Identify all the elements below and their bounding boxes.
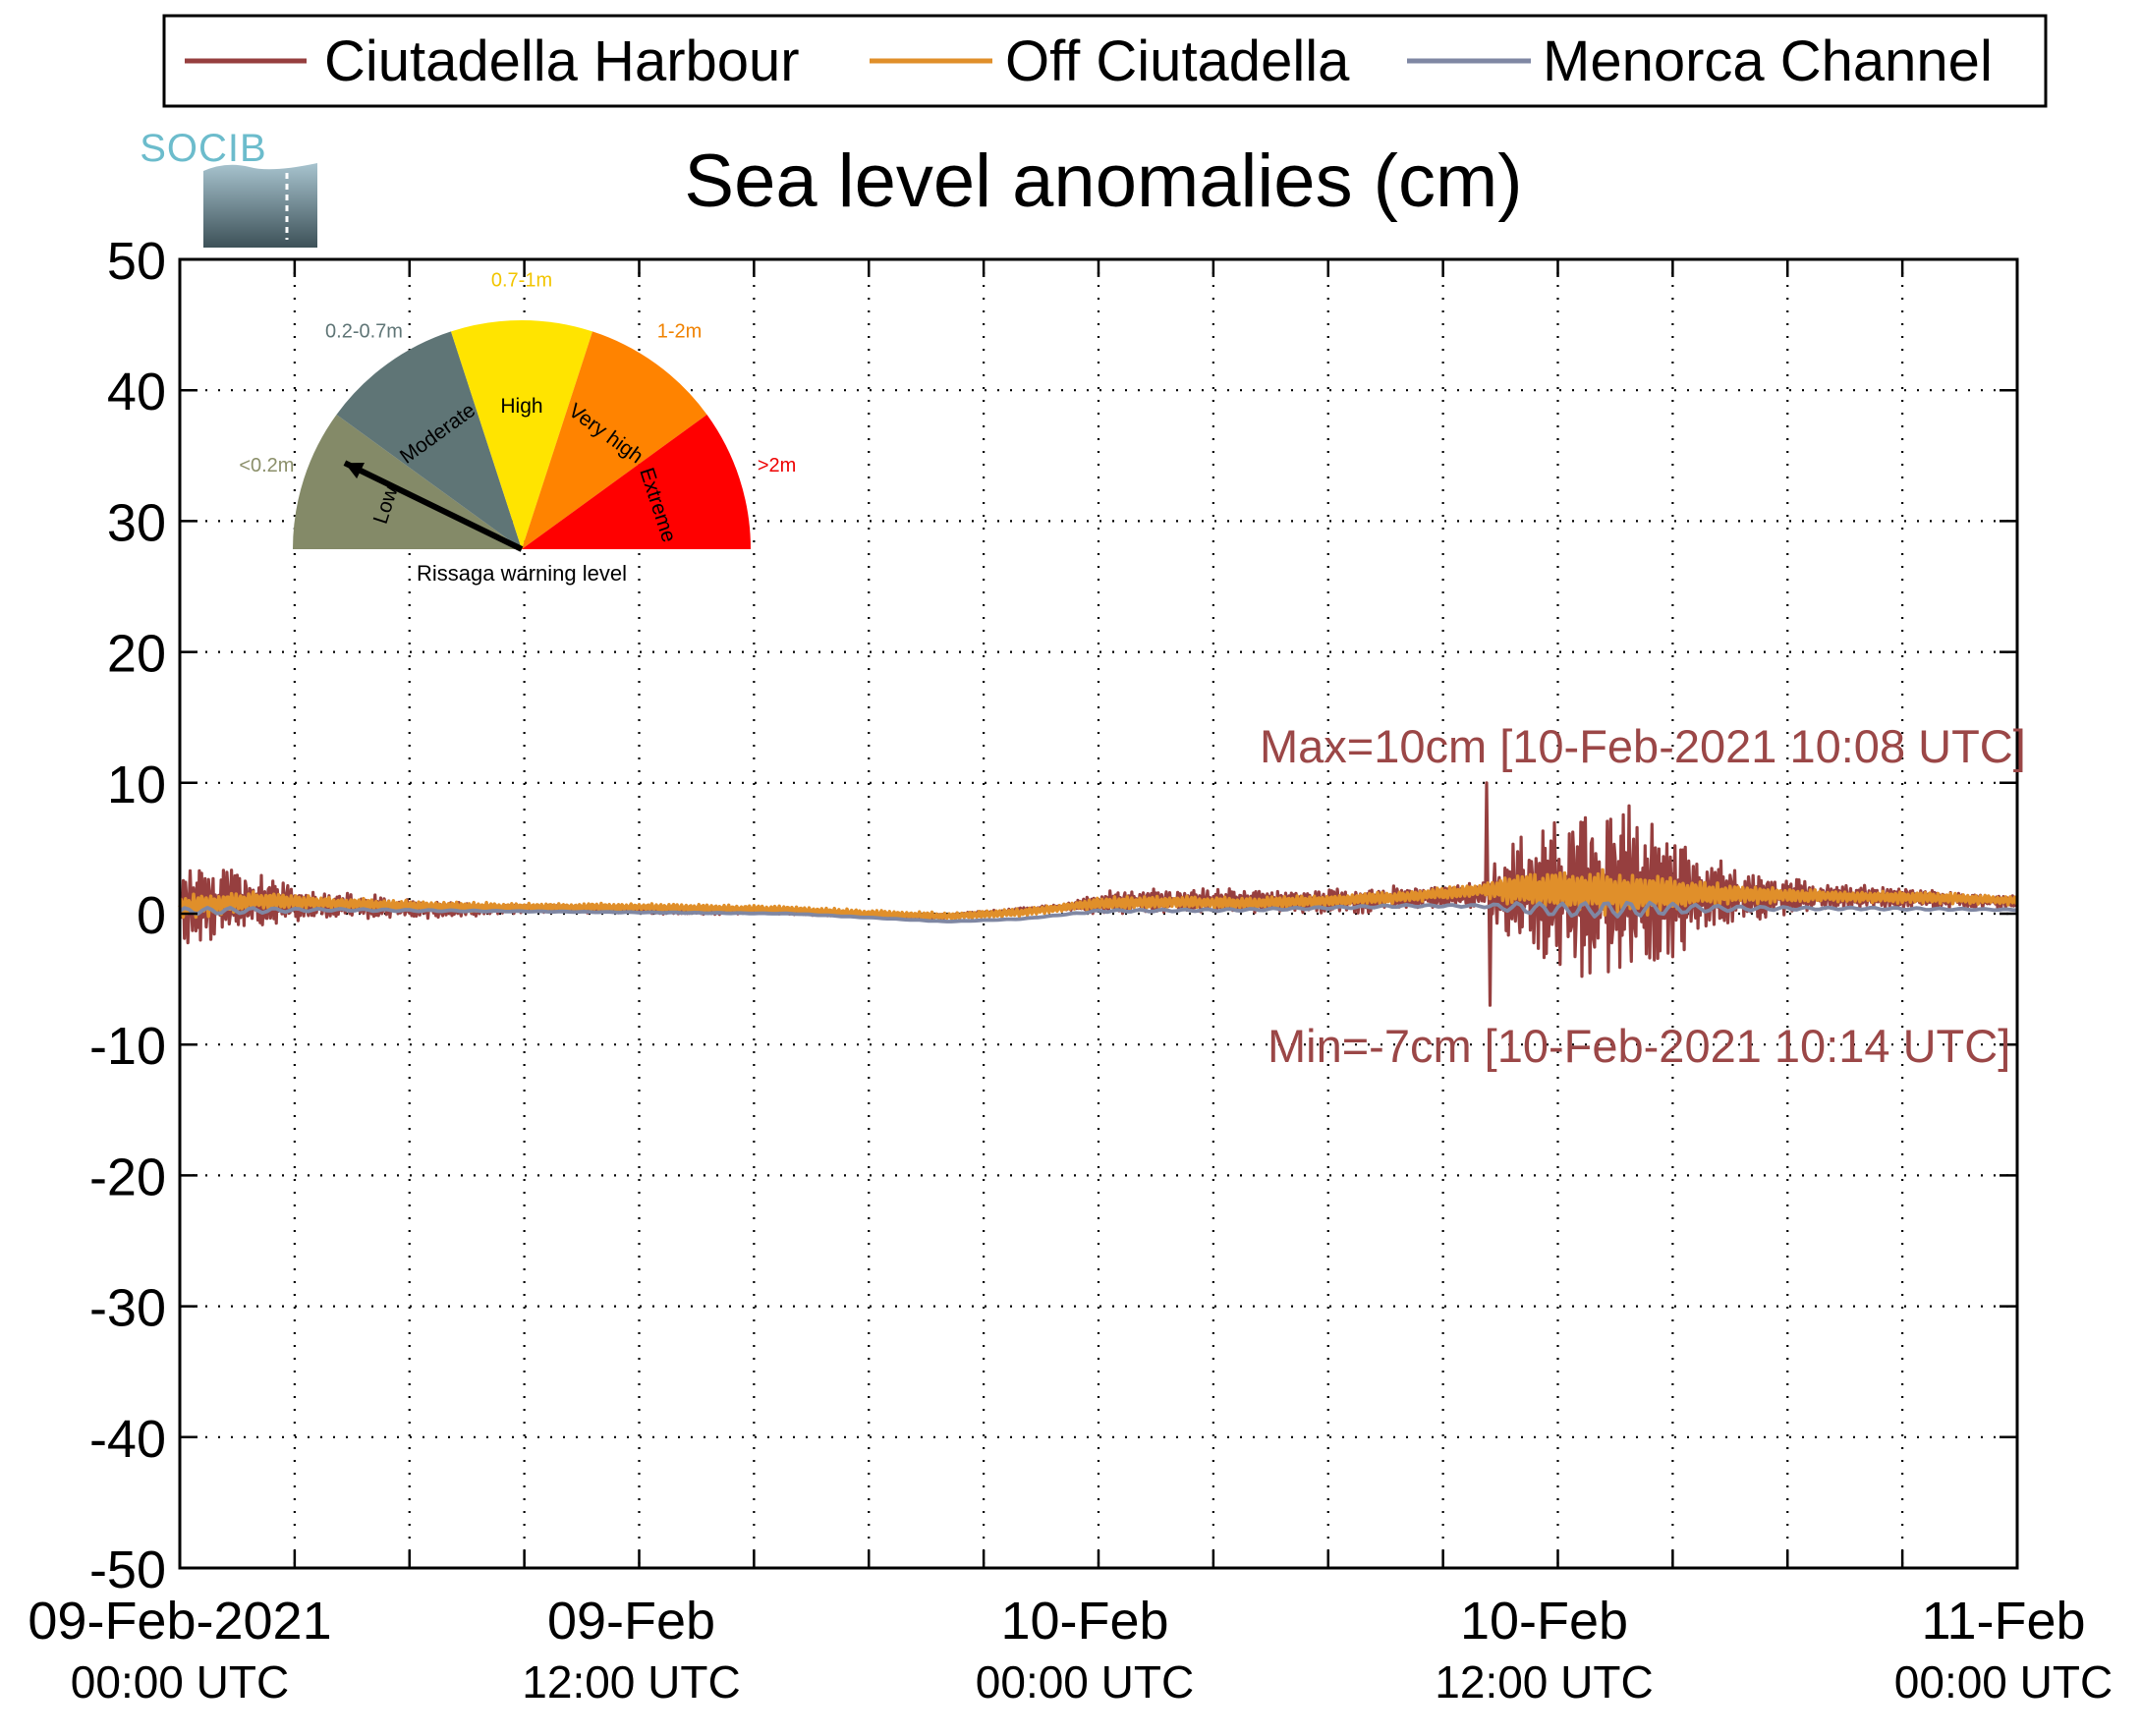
annotation-max: Max=10cm [10-Feb-2021 10:08 UTC] [1260,720,2026,772]
legend-label-channel: Menorca Channel [1543,29,1993,93]
x-tick-label-time: 12:00 UTC [522,1656,740,1708]
legend-label-off: Off Ciutadella [1005,29,1350,93]
gauge-range-label: >2m [758,455,796,476]
chart-title: Sea level anomalies (cm) [684,140,1522,223]
gauge-caption: Rissaga warning level [417,561,627,586]
x-tick-label-time: 00:00 UTC [71,1656,289,1708]
gauge-range-label: 0.7-1m [491,269,552,291]
x-tick-label-time: 00:00 UTC [976,1656,1194,1708]
y-tick-label: -30 [89,1279,166,1338]
y-tick-label: 50 [107,232,166,291]
gauge-needle [343,460,524,552]
y-tick-label: 40 [107,363,166,421]
y-tick-label: -50 [89,1540,166,1599]
gauge-sector-low [293,415,522,549]
legend-label-harbour: Ciutadella Harbour [324,29,800,93]
x-tick-label-date: 10-Feb [1000,1592,1168,1651]
socib-logo: SOCIB [140,127,317,248]
x-tick-label-time: 12:00 UTC [1435,1656,1653,1708]
socib-logo-wave [203,163,317,248]
y-tick-label: 30 [107,493,166,552]
x-tick-label-date: 09-Feb-2021 [28,1592,331,1651]
y-tick-label: 10 [107,756,166,814]
series-off-ciutadella [178,868,2019,922]
gauge-range-label: 1-2m [657,320,703,342]
gauge-range-label: <0.2m [239,455,294,476]
x-tick-label-time: 00:00 UTC [1894,1656,2113,1708]
y-tick-label: -10 [89,1017,166,1076]
gauge-range-label: 0.2-0.7m [325,320,403,342]
gauge-sector-very-high [522,331,707,549]
gauge-sector-label: High [500,395,542,418]
annotation-min: Min=-7cm [10-Feb-2021 10:14 UTC] [1268,1020,2010,1072]
gauge-needle-head [344,463,365,479]
y-tick-label: -20 [89,1148,166,1206]
y-tick-label: -40 [89,1410,166,1469]
x-tick-label-date: 09-Feb [547,1592,715,1651]
legend-box [162,14,2048,108]
x-tick-label-date: 11-Feb [1921,1592,2085,1651]
x-tick-label-date: 10-Feb [1460,1592,1628,1651]
plot-frame [178,257,2019,1570]
y-tick-label: 20 [107,625,166,684]
gauge-sector-moderate [336,331,522,549]
gauge-sector-high [451,319,592,549]
series-lines [178,781,2019,1007]
socib-logo-text: SOCIB [140,127,266,170]
gauge-sector-extreme [522,415,751,549]
y-tick-label: 0 [137,886,166,945]
axes: 50403020100-10-20-30-40-5009-Feb-202100:… [28,232,2113,1708]
legend: Ciutadella Harbour Off Ciutadella Menorc… [162,14,2048,108]
series-menorca-channel [178,900,2018,924]
